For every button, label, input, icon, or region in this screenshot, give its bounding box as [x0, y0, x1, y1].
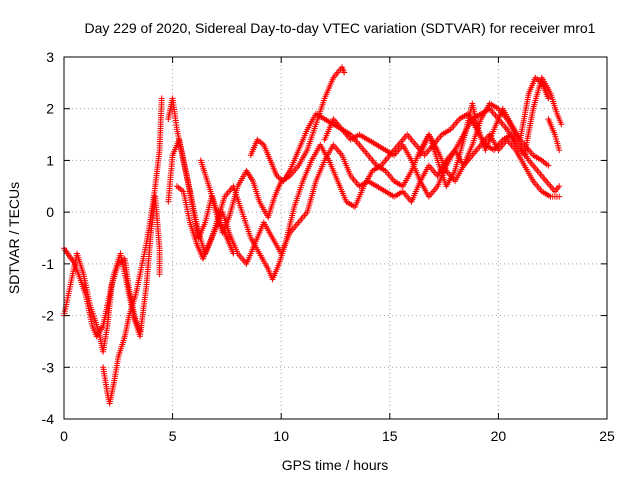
data-marker — [545, 116, 563, 154]
y-tick-label: 3 — [46, 49, 54, 65]
series-arc-5 — [165, 64, 348, 241]
y-tick-label: -4 — [42, 411, 55, 427]
data-marker — [104, 193, 163, 340]
y-axis-label: SDTVAR / TECUs — [6, 182, 22, 294]
y-tick-labels: -4 -3 -2 -1 0 1 2 3 — [42, 49, 55, 427]
y-tick-label: -1 — [42, 256, 55, 272]
series-arc-12 — [545, 116, 563, 154]
data-marker — [417, 74, 552, 190]
series-arc-11 — [417, 74, 552, 190]
data-marker — [197, 157, 237, 257]
data-marker — [100, 95, 165, 407]
x-axis-label: GPS time / hours — [282, 457, 389, 473]
y-tick-label: 2 — [46, 101, 54, 117]
data-points — [61, 64, 565, 407]
x-tick-label: 0 — [60, 428, 68, 444]
series-arc-3 — [100, 95, 165, 407]
series-arc-8 — [197, 157, 237, 257]
x-tick-label: 20 — [491, 428, 507, 444]
x-tick-label: 10 — [273, 428, 289, 444]
x-tick-label: 5 — [169, 428, 177, 444]
axis-ticks — [63, 56, 608, 420]
chart-title: Day 229 of 2020, Sidereal Day-to-day VTE… — [85, 20, 596, 36]
series-arc-4 — [104, 193, 163, 340]
x-tick-labels: 0 5 10 15 20 25 — [60, 428, 615, 444]
x-tick-label: 25 — [599, 428, 615, 444]
x-tick-label: 15 — [382, 428, 398, 444]
y-tick-label: 1 — [46, 152, 54, 168]
y-tick-label: -3 — [42, 359, 55, 375]
plot-frame — [63, 56, 608, 420]
y-tick-label: -2 — [42, 308, 55, 324]
data-marker — [165, 64, 348, 241]
y-tick-label: 0 — [46, 204, 54, 220]
